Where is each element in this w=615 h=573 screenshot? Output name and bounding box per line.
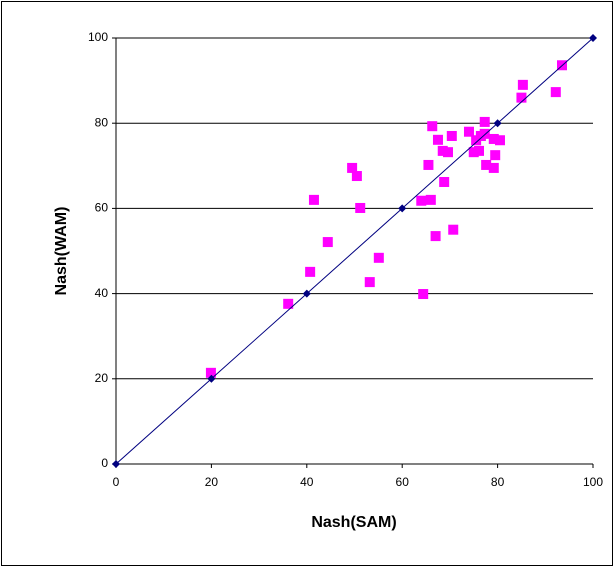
- line: [115, 37, 594, 465]
- point: [302, 289, 311, 298]
- point: [463, 126, 474, 137]
- point: [517, 79, 528, 90]
- point: [481, 159, 492, 170]
- x-axis-title: Nash(SAM): [311, 514, 396, 531]
- point: [437, 145, 448, 156]
- point: [112, 460, 120, 468]
- x-tick-label: 60: [396, 475, 410, 489]
- point: [347, 162, 358, 173]
- x-tick-label: 40: [300, 475, 314, 489]
- point: [589, 34, 597, 42]
- x-tick-label: 20: [205, 475, 219, 489]
- point: [283, 298, 294, 309]
- y-tick-label: 80: [95, 115, 109, 129]
- point: [473, 145, 484, 156]
- point: [516, 92, 527, 103]
- point: [479, 116, 490, 127]
- point: [494, 135, 505, 146]
- point: [430, 231, 441, 242]
- y-tick-label: 100: [88, 30, 108, 44]
- point: [423, 159, 434, 170]
- point: [364, 277, 375, 288]
- point: [373, 252, 384, 263]
- x-tick-label: 80: [491, 475, 505, 489]
- x-tick-label: 0: [113, 475, 120, 489]
- y-tick-label: 40: [95, 286, 109, 300]
- point: [351, 171, 362, 182]
- point: [425, 194, 436, 205]
- y-tick-label: 0: [101, 456, 108, 470]
- y-tick-label: 60: [95, 201, 109, 215]
- point: [432, 134, 443, 145]
- point: [355, 202, 366, 213]
- point: [418, 289, 429, 300]
- point: [398, 204, 407, 213]
- point: [493, 119, 502, 128]
- y-axis-title: Nash(WAM): [53, 207, 70, 296]
- point: [448, 224, 459, 235]
- point: [550, 87, 561, 98]
- point: [479, 128, 490, 139]
- point: [308, 194, 319, 205]
- point: [488, 162, 499, 173]
- point: [446, 130, 457, 141]
- point: [442, 147, 453, 158]
- point: [490, 150, 501, 161]
- point: [322, 237, 333, 248]
- point: [416, 195, 427, 206]
- point: [207, 374, 216, 383]
- point: [205, 367, 216, 378]
- x-tick-label: 100: [583, 475, 603, 489]
- point: [305, 266, 316, 277]
- point: [468, 147, 479, 158]
- point: [427, 121, 438, 132]
- point: [488, 133, 499, 144]
- point: [439, 176, 450, 187]
- y-tick-label: 20: [95, 371, 109, 385]
